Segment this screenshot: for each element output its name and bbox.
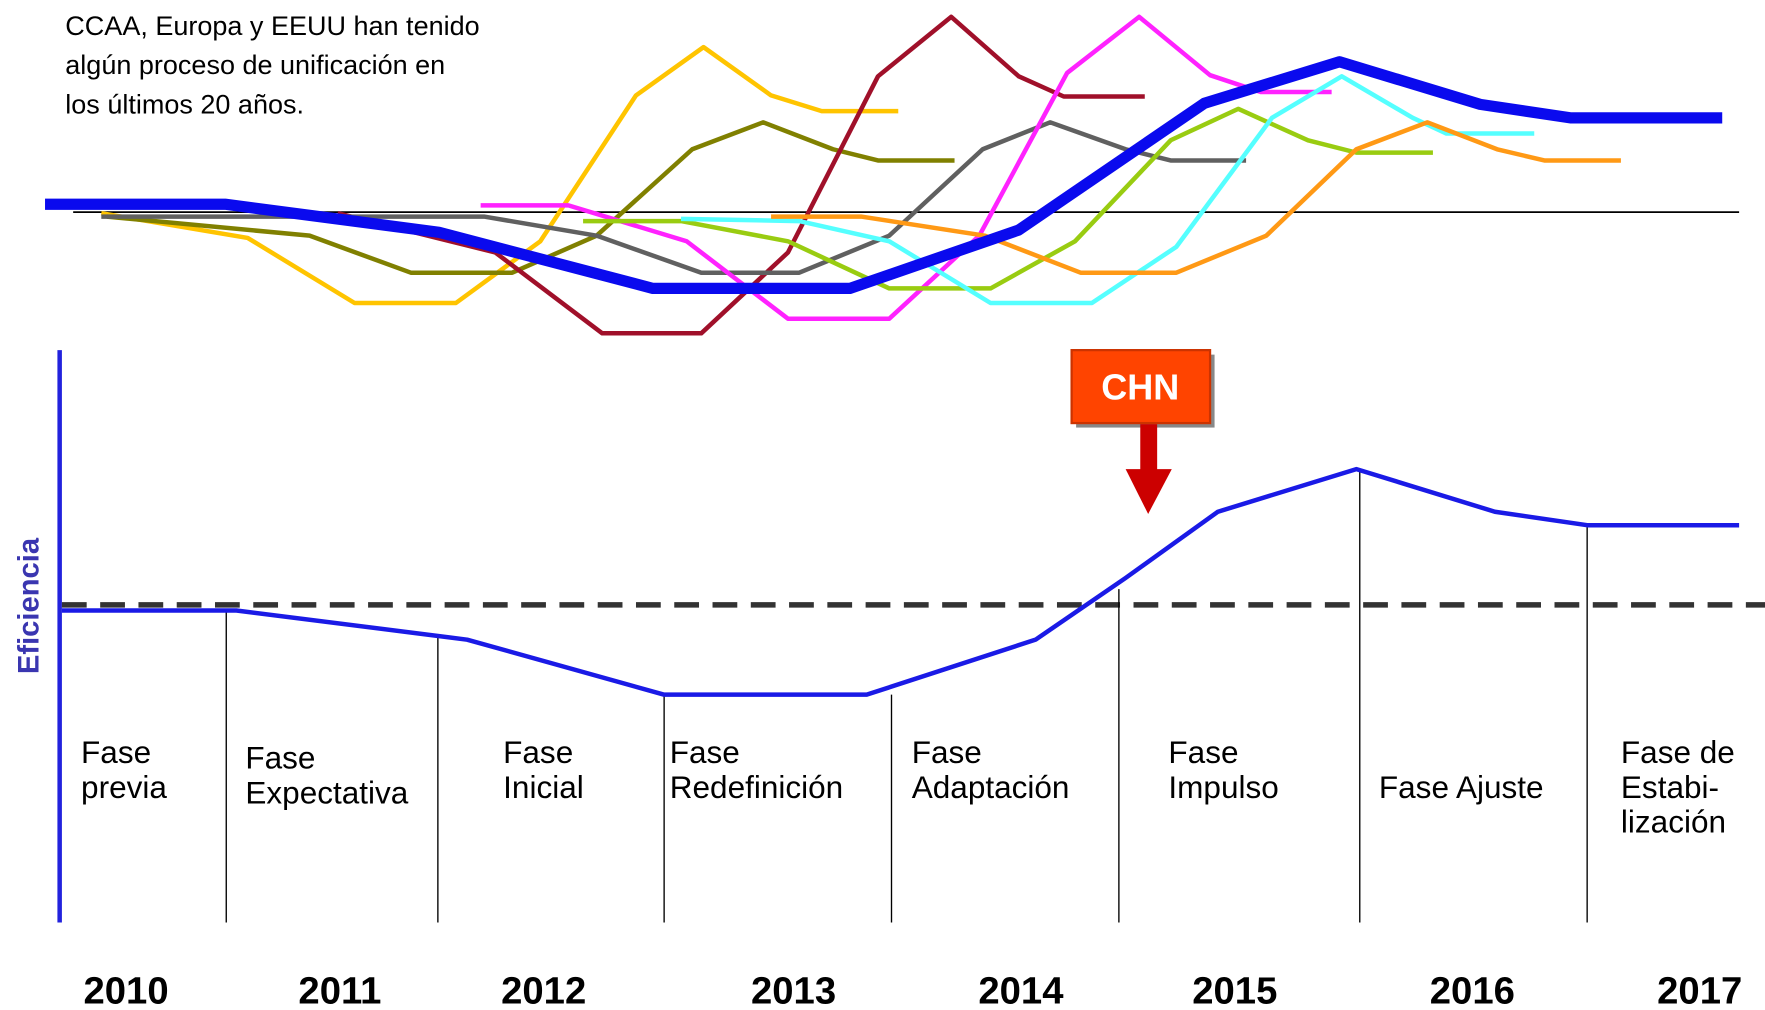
upper-curves — [45, 14, 1740, 336]
annotation-line: algún proceso de unificación en — [65, 50, 445, 80]
callout-box — [1070, 349, 1212, 425]
curve-orange — [771, 120, 1621, 275]
phase-label: Inicial — [503, 770, 584, 805]
phase-label: Fase — [1168, 735, 1238, 770]
phase-label: Fase de — [1621, 735, 1735, 770]
lower-chart: Eficiencia CHN — [13, 349, 1765, 923]
phase-dividers — [225, 469, 1588, 923]
phase-label: Fase — [670, 735, 740, 770]
callout-label: CHN — [1101, 367, 1179, 408]
phase-label: Fase Ajuste — [1379, 770, 1544, 805]
curve-darkred — [337, 14, 1145, 336]
phase-label: Fase — [81, 735, 151, 770]
arrow-head — [1125, 469, 1172, 514]
phase-label: Estabi- — [1621, 770, 1719, 805]
y-axis-label: Eficiencia — [13, 537, 45, 674]
year-label: 2014 — [978, 969, 1064, 1010]
curve-olive — [106, 120, 955, 275]
curve-main — [45, 56, 1723, 295]
phase-labels: FasepreviaFaseExpectativaFaseInicialFase… — [81, 735, 1735, 840]
phase-label: Adaptación — [912, 770, 1070, 805]
phase-label: Impulso — [1168, 770, 1278, 805]
annotation: CCAA, Europa y EEUU han tenido algún proc… — [65, 11, 479, 120]
phase-label: Expectativa — [245, 776, 408, 811]
year-label: 2012 — [501, 969, 586, 1010]
year-label: 2013 — [751, 969, 836, 1010]
curve-yellowgreen — [583, 106, 1433, 291]
year-label: 2016 — [1430, 969, 1515, 1010]
annotation-line: CCAA, Europa y EEUU han tenido — [65, 11, 479, 41]
annotation-line: los últimos 20 años. — [65, 89, 304, 119]
efficiency-curve — [61, 466, 1740, 697]
arrow-shaft — [1140, 424, 1158, 472]
curve-yellow — [100, 44, 899, 306]
phase-label: Redefinición — [670, 770, 843, 805]
phase-label: lización — [1621, 805, 1726, 840]
year-label: 2015 — [1192, 969, 1277, 1010]
year-labels: 2010 2011 2012 2013 2014 2015 2016 2017 — [84, 969, 1743, 1010]
year-label: 2011 — [298, 969, 381, 1010]
phase-label: Fase — [912, 735, 982, 770]
phase-label: Fase — [503, 735, 573, 770]
year-label: 2010 — [84, 969, 169, 1010]
phase-label: previa — [81, 770, 167, 805]
year-label: 2017 — [1657, 969, 1742, 1010]
phase-label: Fase — [245, 741, 315, 776]
